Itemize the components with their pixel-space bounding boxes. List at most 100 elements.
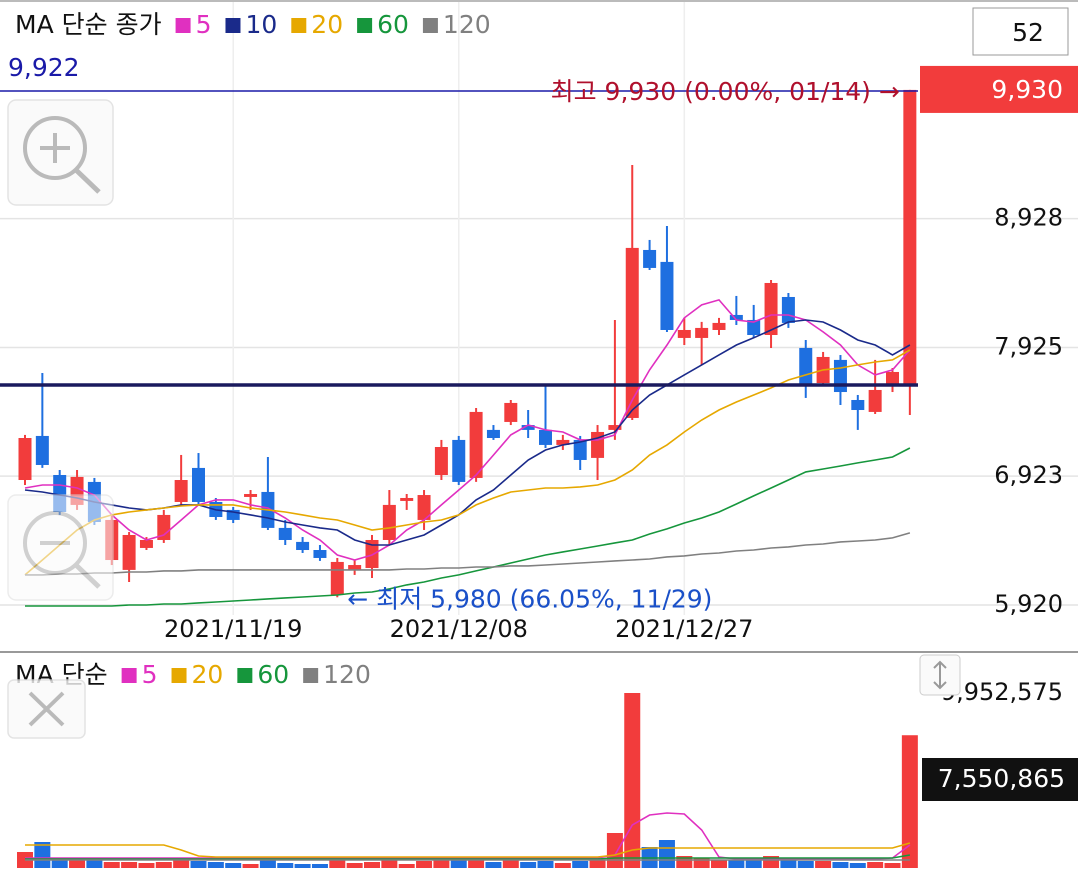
candle-body: [712, 322, 726, 330]
reference-label: 9,922: [8, 53, 80, 82]
candle-body: [833, 359, 847, 393]
candle-body: [348, 565, 362, 570]
volume-bar: [468, 858, 485, 868]
volume-bar: [502, 860, 519, 868]
volume-bar: [155, 862, 172, 868]
candle-body: [695, 327, 709, 338]
volume-bar: [34, 842, 51, 868]
candle-body: [330, 561, 344, 595]
volume-ma-line: [25, 854, 911, 860]
candle-body: [417, 495, 431, 520]
volume-bar: [589, 860, 606, 868]
candle-body: [729, 314, 743, 320]
candle-body: [139, 539, 153, 548]
close-pane-button[interactable]: [7, 679, 86, 739]
zoom-out-button[interactable]: [7, 494, 114, 601]
count-box: [972, 7, 1069, 56]
candle-body: [18, 438, 32, 481]
last-volume-label: 7,550,865: [938, 764, 1065, 793]
volume-bar: [658, 840, 675, 868]
legend-swatch: [303, 668, 319, 683]
volume-bar: [676, 856, 693, 868]
volume-bar: [416, 861, 433, 868]
candle-body: [382, 504, 396, 540]
candle-body: [660, 261, 674, 330]
last-price-box: [920, 65, 1078, 113]
legend-label: 10: [245, 10, 277, 39]
candle-body: [400, 497, 414, 501]
ma-line: [24, 349, 911, 576]
candle-body: [486, 429, 500, 439]
legend-swatch: [291, 18, 307, 33]
volume-bar: [69, 860, 86, 868]
volume-bar: [138, 863, 155, 868]
candle-body: [643, 249, 657, 268]
candle-body: [296, 541, 310, 551]
legend-title: MA 단순 종가: [15, 10, 162, 39]
zoom-in-button[interactable]: [7, 99, 114, 206]
last-volume-box: [922, 758, 1078, 801]
candle-body: [122, 534, 136, 570]
volume-bar: [346, 863, 363, 868]
volume-bar: [797, 861, 814, 868]
x-tick-label: 2021/12/27: [615, 615, 753, 643]
volume-bar: [51, 858, 68, 868]
candle-body: [157, 514, 171, 540]
candle-body: [868, 389, 882, 412]
candle-body: [313, 550, 327, 558]
resize-button[interactable]: [919, 654, 961, 696]
volume-bar: [815, 861, 832, 868]
candle-body: [747, 319, 761, 335]
volume-ma-line: [25, 812, 911, 860]
volume-bar: [867, 862, 884, 868]
candle-body: [244, 494, 258, 497]
volume-bar: [259, 860, 276, 868]
legend-swatch: [225, 18, 241, 33]
candle-body: [452, 439, 466, 482]
volume-bar: [329, 858, 346, 868]
candle-body: [226, 509, 240, 520]
legend-label: 5: [142, 660, 158, 689]
candle-body: [608, 425, 622, 430]
candle-body: [521, 425, 535, 430]
candle-body: [625, 247, 639, 418]
last-price-label: 9,930: [991, 75, 1063, 104]
volume-bar: [121, 862, 138, 868]
y-tick-label: 7,925: [994, 332, 1063, 360]
volume-bar: [190, 861, 207, 868]
candle-body: [278, 527, 292, 540]
volume-bar: [520, 862, 537, 868]
volume-bar: [693, 858, 710, 868]
candle-body: [174, 480, 188, 502]
legend-label: 20: [311, 10, 343, 39]
volume-bar: [398, 864, 415, 868]
volume-bar: [728, 860, 745, 868]
candle-body: [573, 439, 587, 460]
y-tick-label: 5,920: [994, 590, 1063, 618]
candle-body: [365, 539, 379, 568]
low-annotation: ← 최저 5,980 (66.05%, 11/29): [347, 584, 712, 613]
volume-bar: [242, 864, 259, 868]
x-tick-label: 2021/12/08: [390, 615, 528, 643]
volume-ma-line: [25, 842, 911, 858]
x-tick-label: 2021/11/19: [164, 615, 302, 643]
candle-body: [192, 467, 205, 502]
volume-bar: [381, 860, 398, 868]
legend-swatch: [121, 668, 137, 683]
volume-bar: [849, 863, 866, 868]
volume-bar: [173, 860, 190, 868]
y-tick-label: 8,928: [994, 204, 1063, 232]
high-annotation: 최고 9,930 (0.00%, 01/14) →: [551, 77, 900, 106]
volume-bar: [485, 862, 502, 868]
candle-body: [799, 347, 813, 385]
y-tick-label: 6,923: [994, 461, 1063, 489]
candle-body: [504, 402, 518, 422]
legend-swatch: [237, 668, 253, 683]
legend-swatch: [171, 668, 187, 683]
legend-label: 60: [377, 10, 409, 39]
candle-body: [903, 89, 917, 385]
volume-bar: [554, 863, 571, 868]
candle-body: [556, 439, 570, 445]
